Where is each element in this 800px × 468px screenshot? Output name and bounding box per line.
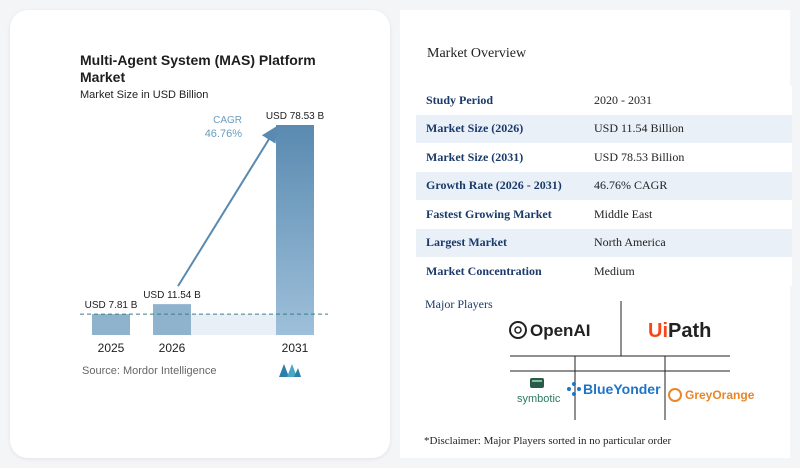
row-value: USD 78.53 Billion bbox=[582, 143, 792, 172]
symbotic-logo-icon bbox=[530, 378, 544, 388]
row-key: Market Size (2026) bbox=[416, 114, 582, 144]
row-key: Largest Market bbox=[416, 228, 582, 258]
row-key: Market Size (2031) bbox=[416, 143, 582, 172]
greyorange-logo-icon bbox=[668, 388, 682, 402]
mordor-logo-icon bbox=[279, 364, 301, 377]
row-value: Medium bbox=[582, 257, 792, 286]
row-value: 46.76% CAGR bbox=[582, 171, 792, 201]
table-row: Growth Rate (2026 - 2031) 46.76% CAGR bbox=[416, 171, 792, 201]
table-row: Largest Market North America bbox=[416, 228, 792, 258]
chart-source: Source: Mordor Intelligence bbox=[82, 365, 217, 377]
player-uipath: UiPath bbox=[648, 320, 711, 343]
market-overview-panel: Market Overview Study Period 2020 - 2031… bbox=[400, 10, 792, 458]
table-row: Market Size (2031) USD 78.53 Billion bbox=[416, 143, 792, 172]
row-key: Growth Rate (2026 - 2031) bbox=[416, 171, 582, 201]
chart-title: Multi-Agent System (MAS) Platform Market bbox=[80, 52, 316, 85]
row-key: Fastest Growing Market bbox=[416, 200, 582, 229]
row-key: Study Period bbox=[416, 86, 582, 115]
player-greyorange: GreyOrange bbox=[685, 388, 755, 402]
row-key: Market Concentration bbox=[416, 257, 582, 286]
openai-logo-icon bbox=[509, 321, 527, 339]
overview-title: Market Overview bbox=[427, 46, 527, 61]
row-value: USD 11.54 Billion bbox=[582, 114, 792, 144]
player-openai: OpenAI bbox=[530, 321, 591, 340]
table-row: Market Size (2026) USD 11.54 Billion bbox=[416, 114, 792, 144]
player-symbotic: symbotic bbox=[517, 393, 561, 405]
row-value: Middle East bbox=[582, 200, 792, 229]
disclaimer: *Disclaimer: Major Players sorted in no … bbox=[424, 435, 672, 447]
table-row: Market Concentration Medium bbox=[416, 257, 792, 286]
table-row: Fastest Growing Market Middle East bbox=[416, 200, 792, 229]
player-blueyonder: BlueYonder bbox=[583, 381, 661, 397]
chart-subtitle: Market Size in USD Billion bbox=[80, 89, 209, 101]
uipath-ui: Ui bbox=[648, 320, 668, 342]
uipath-path: Path bbox=[668, 320, 712, 342]
overview-table: Study Period 2020 - 2031 Market Size (20… bbox=[416, 86, 792, 286]
table-row: Study Period 2020 - 2031 bbox=[416, 86, 792, 115]
major-players-title: Major Players bbox=[425, 297, 493, 311]
row-value: North America bbox=[582, 228, 792, 258]
blueyonder-logo-icon bbox=[567, 382, 581, 396]
row-value: 2020 - 2031 bbox=[582, 86, 792, 115]
